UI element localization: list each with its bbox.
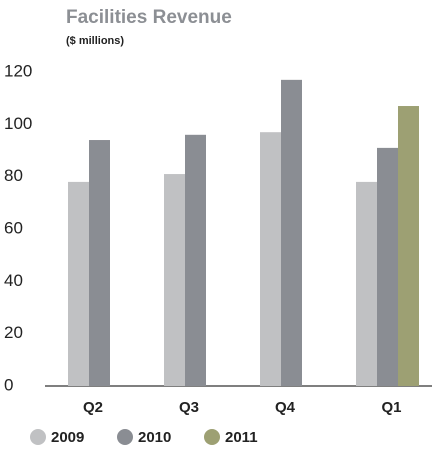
chart-title: Facilities Revenue <box>66 7 232 28</box>
bar <box>89 140 110 386</box>
legend-swatch <box>30 429 46 445</box>
bar <box>281 79 302 386</box>
bar <box>398 106 419 387</box>
x-tick-label: Q4 <box>275 399 296 416</box>
legend-label: 2011 <box>225 429 258 446</box>
y-tick-label: 80 <box>4 166 23 185</box>
chart-subtitle: ($ millions) <box>66 35 124 47</box>
legend-swatch <box>117 429 133 445</box>
bar <box>356 181 377 386</box>
legend-label: 2010 <box>138 429 171 446</box>
bar <box>260 132 281 386</box>
bar <box>164 174 185 386</box>
legend-swatch <box>204 429 220 445</box>
legend-label: 2009 <box>51 429 84 446</box>
y-tick-label: 60 <box>4 218 23 237</box>
bar <box>185 134 206 386</box>
x-tick-label: Q1 <box>381 399 401 416</box>
y-tick-label: 120 <box>4 61 32 80</box>
bar <box>68 181 89 386</box>
y-tick-label: 40 <box>4 271 23 290</box>
y-tick-label: 100 <box>4 114 32 133</box>
bar <box>377 147 398 386</box>
x-tick-label: Q2 <box>83 399 103 416</box>
x-tick-label: Q3 <box>179 399 199 416</box>
y-tick-label: 20 <box>4 323 23 342</box>
y-tick-label: 0 <box>4 375 13 394</box>
